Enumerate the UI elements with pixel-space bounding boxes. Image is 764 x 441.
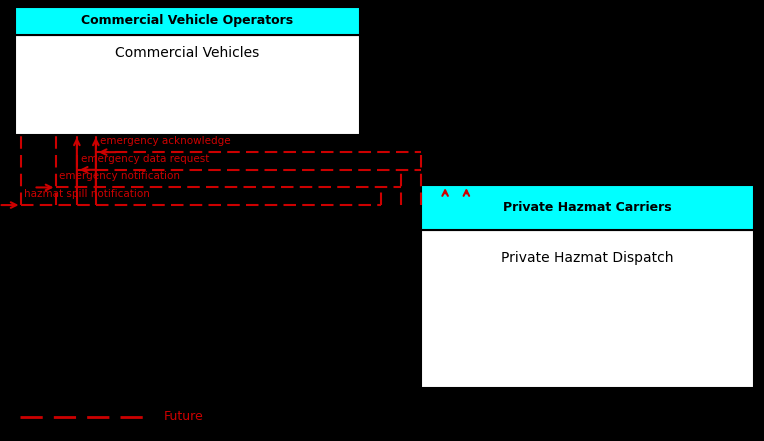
Text: hazmat spill notification: hazmat spill notification — [24, 189, 150, 199]
Text: Private Hazmat Dispatch: Private Hazmat Dispatch — [501, 251, 674, 265]
Bar — [421, 230, 754, 388]
Text: Commercial Vehicles: Commercial Vehicles — [115, 46, 260, 60]
Text: emergency notification: emergency notification — [60, 172, 180, 182]
Text: Private Hazmat Carriers: Private Hazmat Carriers — [503, 201, 672, 214]
Text: emergency acknowledge: emergency acknowledge — [99, 136, 230, 146]
Text: Future: Future — [164, 410, 204, 423]
Bar — [421, 185, 754, 230]
Bar — [15, 7, 360, 35]
Bar — [15, 35, 360, 135]
Text: Commercial Vehicle Operators: Commercial Vehicle Operators — [81, 14, 293, 27]
Text: emergency data request: emergency data request — [81, 154, 209, 164]
